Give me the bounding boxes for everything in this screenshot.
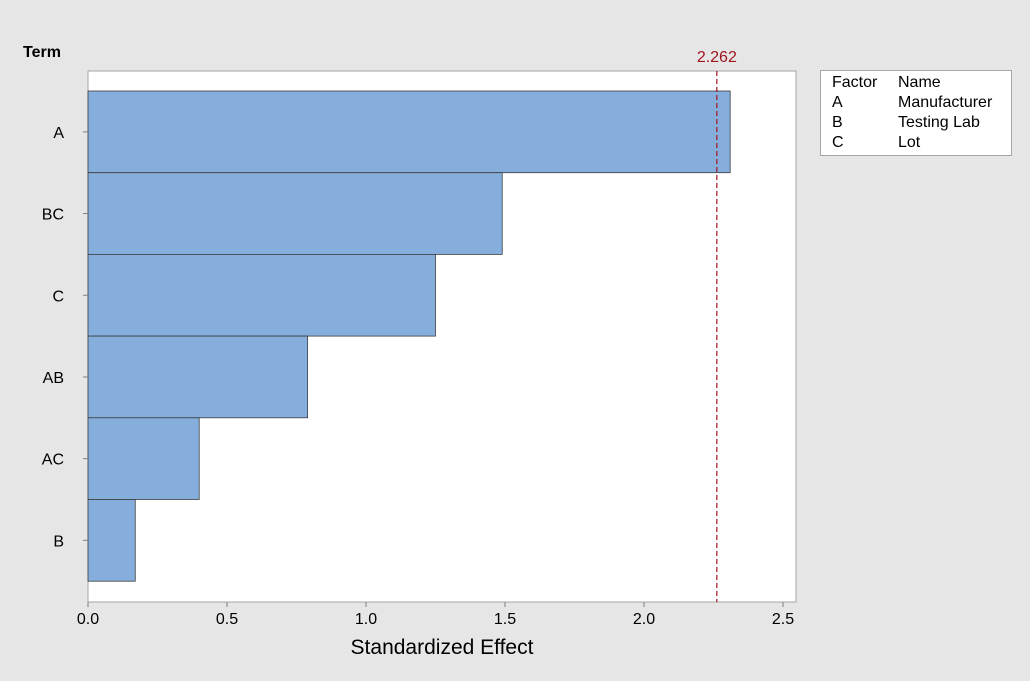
- bar-c: [87, 253, 436, 337]
- x-tick-label: 2.0: [633, 611, 655, 628]
- x-tick-label: 1.5: [494, 611, 516, 628]
- legend-factor: C: [832, 134, 844, 151]
- y-tick-label: A: [53, 125, 64, 142]
- bar-bc: [87, 172, 503, 255]
- legend-factor: A: [832, 94, 843, 111]
- x-tick-label: 2.5: [772, 611, 794, 628]
- legend-header-name: Name: [898, 74, 941, 91]
- y-tick-label: C: [52, 288, 64, 305]
- y-tick-labels: A BC C AB AC B: [42, 125, 88, 550]
- legend-name: Testing Lab: [898, 114, 980, 131]
- legend-header-factor: Factor: [832, 74, 878, 91]
- x-tick-label: 0.0: [77, 611, 99, 628]
- y-axis-title: Term: [23, 44, 61, 61]
- bar-ab: [87, 335, 309, 419]
- reference-line-label: 2.262: [697, 49, 737, 66]
- bar-b: [87, 499, 136, 582]
- y-tick-label: BC: [42, 207, 64, 224]
- legend-factor: B: [832, 114, 843, 131]
- x-tick-label: 1.0: [355, 611, 377, 628]
- y-tick-label: AC: [42, 452, 64, 469]
- legend-name: Lot: [898, 134, 921, 151]
- y-tick-label: AB: [43, 370, 64, 387]
- bar-group: [87, 90, 731, 582]
- bar-a: [87, 90, 731, 174]
- x-tick-labels: 0.0 0.5 1.0 1.5 2.0 2.5: [77, 602, 794, 628]
- y-tick-label: B: [53, 533, 64, 550]
- factor-legend: Factor Name A Manufacturer B Testing Lab…: [820, 70, 1012, 156]
- x-axis-label: Standardized Effect: [351, 636, 534, 659]
- x-tick-label: 0.5: [216, 611, 238, 628]
- bar-ac: [87, 417, 200, 500]
- legend-name: Manufacturer: [898, 94, 993, 111]
